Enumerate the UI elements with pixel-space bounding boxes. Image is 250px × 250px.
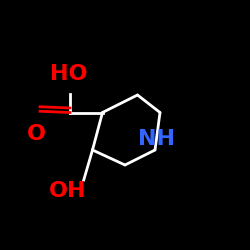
Text: NH: NH [138, 129, 175, 149]
Text: HO: HO [50, 64, 88, 84]
Text: OH: OH [49, 181, 86, 201]
Text: O: O [27, 124, 46, 144]
